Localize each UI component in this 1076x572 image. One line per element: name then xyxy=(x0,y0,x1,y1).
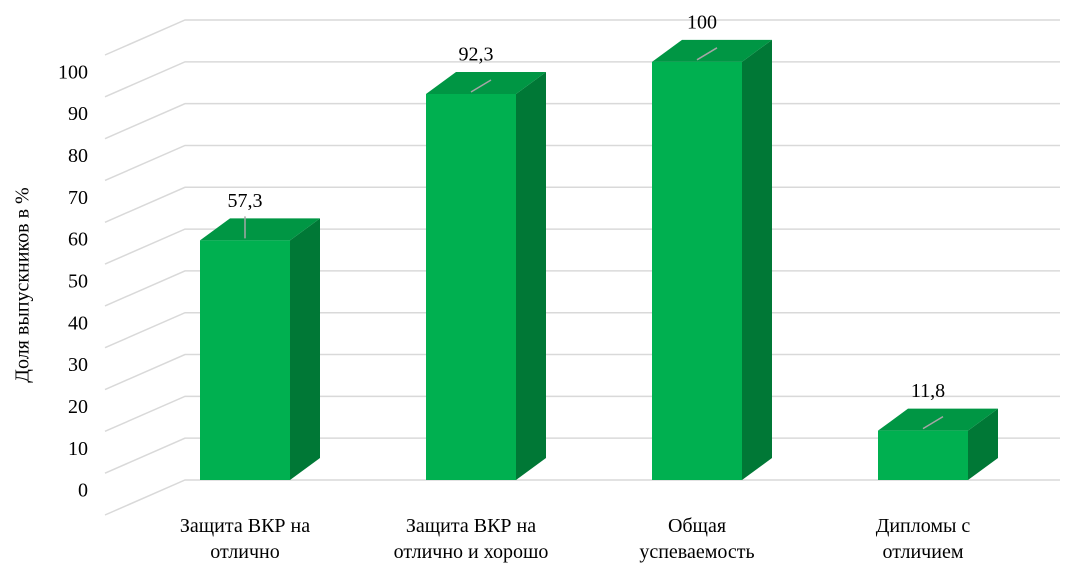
x-tick-label: Защита ВКР на отлично xyxy=(179,515,311,563)
leader-line xyxy=(470,79,492,93)
bar-side xyxy=(742,39,772,481)
y-tick-label: 100 xyxy=(58,61,88,83)
grid-line xyxy=(104,479,1060,516)
bar-side xyxy=(290,218,320,480)
y-tick-label: 20 xyxy=(68,396,88,418)
bar-top xyxy=(200,218,320,241)
x-tick-label: Дипломы с отличием xyxy=(875,515,971,563)
grid-line xyxy=(104,19,1060,56)
bar xyxy=(200,218,320,480)
y-tick-label: 0 xyxy=(78,480,88,502)
y-tick-label: 50 xyxy=(68,271,88,293)
y-tick-label: 80 xyxy=(68,145,88,167)
leader-line xyxy=(696,47,718,61)
leader-line xyxy=(922,416,944,430)
value-label: 92,3 xyxy=(459,44,494,66)
x-tick-label: Защита ВКР на отлично и хорошо xyxy=(393,515,549,563)
value-label: 100 xyxy=(687,11,717,33)
y-tick-label: 40 xyxy=(68,312,88,334)
bar xyxy=(426,72,546,480)
bar-front xyxy=(878,430,968,480)
bar-front xyxy=(200,240,290,480)
y-tick-label: 30 xyxy=(68,354,88,376)
x-tick-label: Общая успеваемость xyxy=(639,515,755,563)
value-label: 11,8 xyxy=(911,380,945,402)
bar-side xyxy=(516,72,546,480)
y-tick-label: 60 xyxy=(68,229,88,251)
y-tick-label: 10 xyxy=(68,438,88,460)
value-label: 57,3 xyxy=(228,190,263,212)
bar-front xyxy=(426,94,516,480)
y-tick-label: 90 xyxy=(68,103,88,125)
bar xyxy=(652,39,772,481)
bar-front xyxy=(652,61,742,481)
bar-side xyxy=(968,408,998,480)
grid-line xyxy=(104,102,1060,140)
grid-line xyxy=(104,61,1060,98)
y-axis-label: Доля выпускников в % xyxy=(12,187,34,382)
y-tick-label: 70 xyxy=(68,187,88,209)
grid-line xyxy=(104,144,1060,182)
